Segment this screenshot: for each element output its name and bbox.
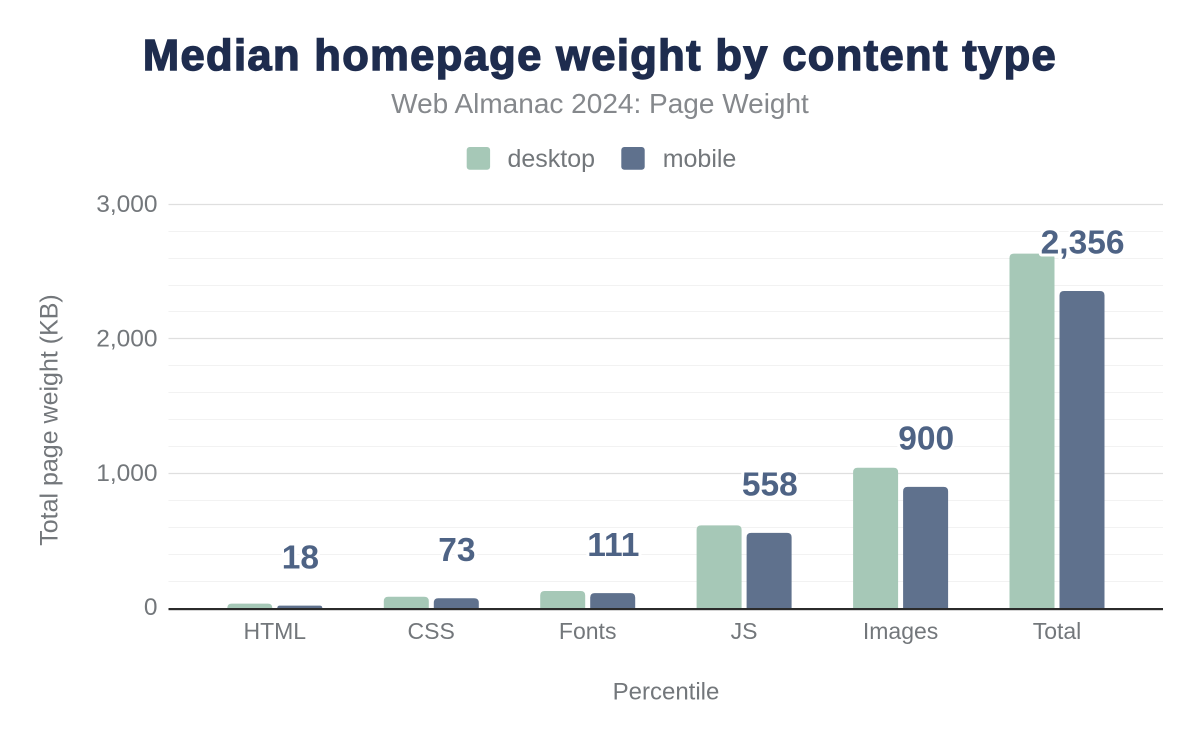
svg-text:HTML: HTML [243, 618, 306, 644]
svg-text:2,000: 2,000 [96, 325, 157, 352]
svg-text:900: 900 [898, 421, 954, 458]
svg-text:Images: Images [863, 618, 938, 644]
svg-text:desktop: desktop [508, 145, 596, 173]
svg-text:3,000: 3,000 [96, 191, 157, 218]
svg-text:mobile: mobile [663, 145, 737, 173]
svg-text:Fonts: Fonts [559, 618, 617, 644]
svg-text:Median homepage weight by cont: Median homepage weight by content type [143, 32, 1057, 80]
svg-text:2,356: 2,356 [1041, 225, 1125, 262]
svg-text:CSS: CSS [408, 618, 455, 644]
svg-text:Total page weight (KB): Total page weight (KB) [36, 294, 64, 546]
svg-text:558: 558 [742, 467, 798, 504]
svg-text:Total: Total [1033, 618, 1082, 644]
svg-text:JS: JS [731, 618, 758, 644]
svg-text:Percentile: Percentile [613, 678, 720, 705]
svg-text:1,000: 1,000 [96, 460, 157, 487]
svg-text:73: 73 [438, 532, 475, 569]
svg-text:111: 111 [587, 527, 639, 564]
svg-text:Web Almanac 2024: Page Weight: Web Almanac 2024: Page Weight [391, 88, 809, 119]
svg-text:18: 18 [282, 539, 319, 576]
svg-text:0: 0 [144, 594, 158, 621]
